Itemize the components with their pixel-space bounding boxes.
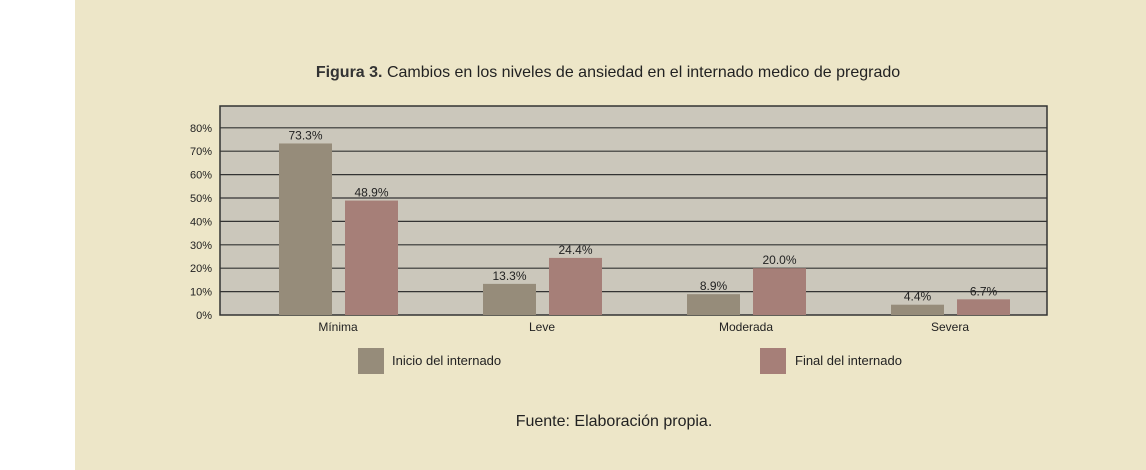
data-label: 73.3%	[288, 128, 322, 142]
figure-number: Figura 3.	[315, 64, 383, 81]
bar-final	[753, 268, 806, 315]
y-tick-label: 70%	[190, 146, 212, 158]
bar-inicio	[891, 304, 944, 315]
bar-inicio	[483, 283, 536, 315]
x-category-label: Leve	[529, 320, 555, 334]
chart-title: Figura 3. Cambios en los niveles de ansi…	[0, 64, 1146, 82]
legend-swatch-inicio	[358, 348, 384, 374]
y-tick-label: 50%	[190, 193, 212, 205]
x-category-label: Mínima	[318, 320, 358, 334]
data-label: 4.4%	[904, 290, 932, 304]
bar-final	[957, 299, 1010, 315]
title-text: Cambios en los niveles de ansiedad en el…	[386, 64, 901, 81]
data-label: 13.3%	[492, 269, 526, 283]
y-tick-label: 0%	[196, 310, 212, 322]
bar-final	[345, 200, 398, 315]
y-tick-label: 20%	[190, 263, 212, 275]
legend-swatch-final	[760, 348, 786, 374]
data-label: 24.4%	[558, 243, 592, 257]
bar-final	[549, 257, 602, 315]
legend-label-final: Final del internado	[795, 353, 902, 368]
data-label: 48.9%	[354, 186, 388, 200]
data-label: 8.9%	[700, 279, 728, 293]
data-label: 20.0%	[762, 253, 796, 267]
bar-inicio	[687, 294, 740, 315]
data-label: 6.7%	[970, 284, 998, 298]
x-category-label: Moderada	[719, 320, 773, 334]
source-note: Fuente: Elaboración propia.	[515, 413, 713, 430]
y-tick-label: 80%	[190, 123, 212, 135]
y-tick-label: 40%	[190, 216, 212, 228]
plot-area	[219, 105, 1048, 316]
y-tick-label: 60%	[190, 170, 212, 182]
y-tick-label: 10%	[190, 287, 212, 299]
y-tick-label: 30%	[190, 240, 212, 252]
bar-inicio	[279, 143, 332, 315]
legend-label-inicio: Inicio del internado	[392, 353, 502, 368]
x-category-label: Severa	[931, 320, 969, 334]
